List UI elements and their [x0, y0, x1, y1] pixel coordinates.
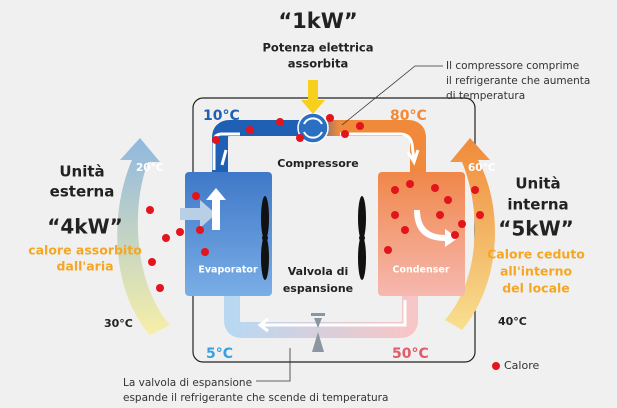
power-value: “1kW”: [278, 9, 357, 33]
flow-arrow: [257, 300, 407, 333]
indoor-air-arrow: [445, 138, 496, 330]
compressor-icon: [303, 117, 323, 139]
callout-line: [341, 65, 443, 126]
outdoor-power: “4kW”: [47, 215, 123, 239]
condenser-label: Condenser: [392, 265, 449, 276]
temperature: 50°C: [392, 346, 429, 362]
indoor-title: interna: [507, 196, 568, 214]
compressor-note: il refrigerante che aumenta: [446, 75, 590, 87]
flow-arrow: [206, 188, 226, 230]
indoor-power: “5kW”: [498, 217, 574, 241]
valve-note: La valvola di espansione: [123, 377, 252, 389]
legend-label: Calore: [504, 359, 539, 372]
compressor-note: di temperatura: [446, 90, 525, 102]
evaporator-label: Evaporator: [198, 265, 258, 276]
temperature: 60°C: [468, 162, 496, 174]
heat-out-arrow: [414, 210, 458, 247]
power-label: assorbita: [288, 57, 348, 71]
valve-label: Valvola di: [288, 265, 349, 278]
heat-dot: [146, 114, 500, 370]
outdoor-description: dall'aria: [56, 259, 113, 274]
outdoor-title: Unità: [59, 163, 104, 181]
valve-note: espande il refrigerante che scende di te…: [123, 392, 388, 404]
evaporator: [185, 172, 272, 296]
temperature: 10°C: [203, 108, 240, 124]
callout-line: [256, 348, 291, 382]
temperature: 5°C: [206, 346, 233, 362]
temperature: 20°C: [136, 162, 164, 174]
power-arrow: [301, 80, 325, 114]
cold-pipe: [224, 296, 418, 338]
outdoor-air-arrow: [117, 138, 170, 335]
valve-icon: [311, 313, 325, 352]
flow-arrow-head: [220, 149, 420, 166]
power-label: Potenza elettrica: [263, 41, 374, 55]
fan: [261, 196, 366, 280]
indoor-description: Calore ceduto: [487, 247, 585, 262]
indoor-description: del locale: [502, 281, 570, 296]
outdoor-description: calore assorbito: [28, 243, 142, 258]
valve-label: espansione: [283, 282, 353, 295]
compressor-label: Compressore: [277, 157, 358, 170]
temperature: 40°C: [498, 315, 527, 328]
temperature: 30°C: [104, 317, 133, 330]
heat-in-arrow: [180, 200, 216, 228]
indoor-description: all'interno: [500, 264, 573, 279]
compressor-note: Il compressore comprime: [446, 60, 579, 72]
condenser: [378, 172, 465, 296]
indoor-title: Unità: [515, 175, 560, 193]
temperature: 80°C: [390, 108, 427, 124]
outdoor-title: esterna: [50, 183, 115, 201]
